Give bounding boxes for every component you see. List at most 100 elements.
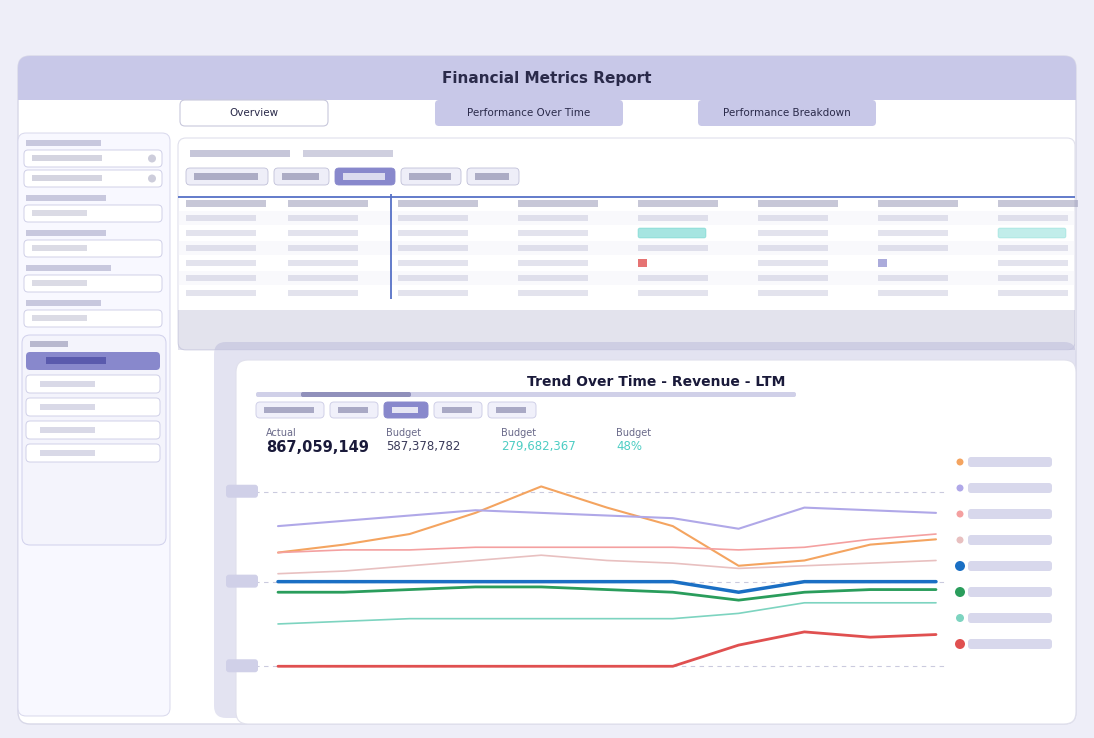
Bar [186,245,256,251]
Bar [398,245,468,251]
Bar [288,230,358,236]
Bar [758,230,828,236]
Circle shape [956,511,964,517]
Bar [758,200,838,207]
FancyBboxPatch shape [968,535,1052,545]
Bar [178,196,1075,198]
Bar [398,275,468,281]
FancyBboxPatch shape [968,561,1052,571]
Bar [398,260,468,266]
FancyBboxPatch shape [968,639,1052,649]
Bar [186,260,256,266]
Bar [40,404,95,410]
Bar [998,200,1078,207]
Bar [517,290,587,296]
Bar [878,259,887,267]
Bar [18,78,1076,100]
FancyBboxPatch shape [186,168,268,185]
Circle shape [955,639,965,649]
Text: 279,682,367: 279,682,367 [501,440,575,453]
Bar [26,230,106,236]
Bar [878,200,958,207]
Bar [338,407,368,413]
Bar [186,200,266,207]
FancyBboxPatch shape [968,483,1052,493]
Bar [442,407,472,413]
FancyBboxPatch shape [435,100,622,126]
Bar [178,241,1075,255]
Bar [26,265,110,271]
Text: Actual: Actual [266,428,296,438]
Bar [178,271,1075,285]
Circle shape [148,154,156,162]
FancyBboxPatch shape [24,205,162,222]
FancyBboxPatch shape [178,138,1075,350]
Bar [264,407,314,413]
Bar [878,230,948,236]
FancyBboxPatch shape [18,56,1076,100]
FancyBboxPatch shape [256,402,324,418]
Bar [998,260,1068,266]
Circle shape [148,174,156,182]
Bar [998,245,1068,251]
Circle shape [956,458,964,466]
Bar [288,290,358,296]
Bar [288,260,358,266]
FancyBboxPatch shape [22,335,166,545]
FancyBboxPatch shape [330,402,379,418]
Bar [998,215,1068,221]
Bar [998,290,1068,296]
Bar [758,275,828,281]
FancyBboxPatch shape [236,360,1076,724]
FancyBboxPatch shape [998,228,1066,238]
Text: Financial Metrics Report: Financial Metrics Report [442,71,652,86]
FancyBboxPatch shape [226,575,258,587]
Bar [32,245,88,251]
Bar [517,245,587,251]
FancyBboxPatch shape [335,168,395,185]
Circle shape [956,614,964,622]
Bar [398,230,468,236]
Bar [517,200,598,207]
Bar [40,427,95,433]
FancyBboxPatch shape [274,168,329,185]
FancyBboxPatch shape [26,352,160,370]
Bar [30,341,68,347]
Bar [758,215,828,221]
FancyBboxPatch shape [26,398,160,416]
Bar [389,194,392,299]
Bar [758,290,828,296]
FancyBboxPatch shape [384,402,428,418]
Circle shape [956,485,964,492]
Bar [178,211,1075,225]
FancyBboxPatch shape [467,168,519,185]
Bar [288,275,358,281]
FancyBboxPatch shape [638,228,706,238]
FancyBboxPatch shape [26,421,160,439]
Bar [638,275,708,281]
Bar [878,290,948,296]
FancyBboxPatch shape [301,392,411,397]
FancyBboxPatch shape [698,100,876,126]
Circle shape [955,561,965,571]
FancyBboxPatch shape [181,100,328,126]
Bar [32,210,88,216]
Bar [638,200,718,207]
Bar [303,150,393,157]
Circle shape [955,587,965,597]
Bar [32,280,88,286]
Bar [638,290,708,296]
FancyBboxPatch shape [434,402,482,418]
Bar [409,173,451,180]
FancyBboxPatch shape [24,310,162,327]
FancyBboxPatch shape [24,170,162,187]
FancyBboxPatch shape [968,457,1052,467]
Text: 48%: 48% [616,440,642,453]
FancyBboxPatch shape [24,275,162,292]
FancyBboxPatch shape [226,659,258,672]
Bar [288,245,358,251]
Bar [998,275,1068,281]
FancyBboxPatch shape [401,168,461,185]
Bar [190,150,290,157]
Bar [26,195,106,201]
